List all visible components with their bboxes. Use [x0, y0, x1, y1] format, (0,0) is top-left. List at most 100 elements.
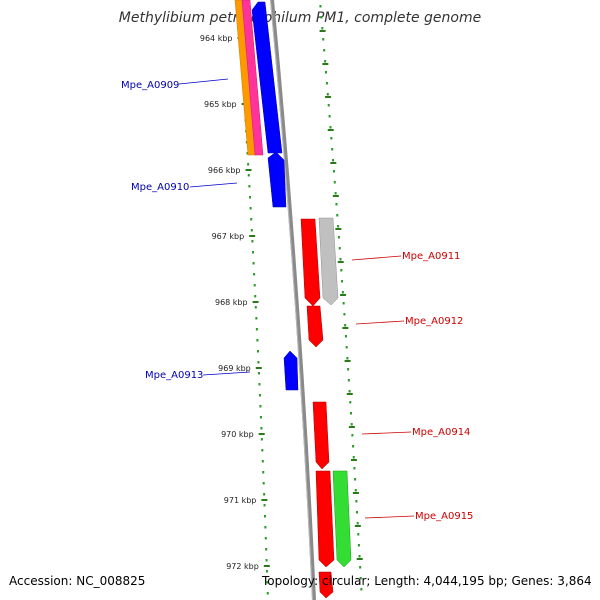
tick-mark — [252, 301, 259, 303]
guide-dot — [359, 577, 362, 580]
tick-mark — [335, 228, 342, 230]
guide-dot — [333, 181, 336, 184]
gene-feature-pink[interactable] — [241, 0, 264, 156]
gene-label-mpe-a0913[interactable]: Mpe_A0913 — [145, 370, 203, 381]
guide-dot — [357, 544, 360, 547]
guide-dot — [357, 533, 360, 536]
guide-dot — [321, 27, 324, 30]
genome-backbone-shade — [270, 0, 313, 600]
guide-dot — [258, 383, 261, 386]
gene-label-mpe-a0912[interactable]: Mpe_A0912 — [405, 316, 463, 327]
topology-text: Topology: circular; Length: 4,044,195 bp… — [262, 574, 592, 588]
guide-dot — [264, 537, 267, 540]
guide-dot — [339, 258, 342, 261]
guide-dot — [262, 471, 265, 474]
gene-label-mpe-a0909[interactable]: Mpe_A0909 — [121, 80, 179, 91]
guide-dot — [331, 148, 334, 151]
guide-dot — [263, 504, 266, 507]
gene-feature-mpe-a0914[interactable] — [312, 401, 330, 470]
guide-dot — [248, 196, 251, 199]
guide-dot — [356, 522, 359, 525]
guide-dot — [261, 449, 264, 452]
leader-line-mpe-a0911 — [351, 255, 402, 261]
leader-line-mpe-a0915 — [364, 515, 415, 519]
tick-mark — [346, 393, 353, 395]
guide-dot — [326, 93, 329, 96]
guide-dot — [332, 170, 335, 173]
tick-mark — [319, 30, 326, 32]
guide-dot — [354, 489, 357, 492]
guide-dot — [323, 49, 326, 52]
tick-label: 967 kbp — [212, 232, 245, 241]
tick-label: 966 kbp — [208, 166, 241, 175]
leader-line-mpe-a0909 — [178, 78, 229, 85]
guide-dot — [249, 207, 252, 210]
guide-dot — [250, 218, 253, 221]
tick-label: 972 kbp — [226, 562, 259, 571]
guide-dot — [346, 357, 349, 360]
genome-backbone — [270, 0, 316, 600]
guide-dot — [265, 548, 268, 551]
forward-strand-features — [300, 217, 352, 599]
tick-label: 964 kbp — [200, 34, 233, 43]
leader-line-mpe-a0914 — [361, 431, 412, 435]
tick-mark — [352, 492, 359, 494]
guide-dot — [252, 262, 255, 265]
gene-feature-mpe-a0915[interactable] — [315, 470, 335, 568]
tick-mark — [342, 327, 349, 329]
guide-dot — [338, 247, 341, 250]
guide-dot — [350, 423, 353, 426]
tick-label: 969 kbp — [218, 364, 251, 373]
gene-label-mpe-a0911[interactable]: Mpe_A0911 — [402, 251, 460, 262]
guide-dot — [325, 82, 328, 85]
gene-labels: Mpe_A0909 Mpe_A0910 Mpe_A0911 Mpe_A0912 … — [121, 78, 473, 522]
guide-dot — [329, 126, 332, 129]
guide-dot — [356, 511, 359, 514]
tick-mark — [325, 96, 332, 98]
guide-dot — [266, 581, 269, 584]
guide-dot — [263, 493, 266, 496]
gene-label-mpe-a0910[interactable]: Mpe_A0910 — [131, 182, 189, 193]
gene-label-mpe-a0915[interactable]: Mpe_A0915 — [415, 511, 473, 522]
gene-feature-grey[interactable] — [318, 217, 339, 306]
tick-mark — [348, 426, 355, 428]
guide-dot — [251, 251, 254, 254]
guide-dot — [343, 313, 346, 316]
guide-dot — [347, 379, 350, 382]
guide-dot — [324, 60, 327, 63]
guide-dot — [327, 104, 330, 107]
gene-feature-mpe-a0909[interactable] — [251, 1, 283, 154]
guide-dot — [337, 225, 340, 228]
gene-feature-mpe-a0913[interactable] — [283, 350, 299, 391]
guide-dot — [266, 592, 269, 595]
gene-feature-mpe-a0910[interactable] — [267, 151, 287, 208]
guide-dot — [340, 269, 343, 272]
tick-mark — [340, 294, 347, 296]
gene-feature-mpe-a0911[interactable] — [300, 218, 321, 307]
gene-label-mpe-a0914[interactable]: Mpe_A0914 — [412, 427, 470, 438]
guide-dot — [332, 159, 335, 162]
guide-dot — [257, 372, 260, 375]
tick-mark — [337, 261, 344, 263]
guide-dot — [258, 394, 261, 397]
leader-line-mpe-a0910 — [189, 182, 238, 188]
guide-dot — [319, 5, 322, 8]
gene-feature-mpe-a0912[interactable] — [306, 305, 324, 348]
gene-feature-bottom[interactable] — [318, 571, 334, 599]
guide-dot — [248, 185, 251, 188]
guide-dot — [328, 115, 331, 118]
guide-dot — [358, 555, 361, 558]
tick-mark — [258, 433, 265, 435]
guide-dot — [259, 405, 262, 408]
guide-dot — [254, 295, 257, 298]
guide-dot — [255, 317, 258, 320]
guide-dot — [255, 328, 258, 331]
guide-dot — [352, 445, 355, 448]
guide-dot — [247, 174, 250, 177]
gene-feature-green[interactable] — [332, 470, 352, 568]
guide-dot — [359, 566, 362, 569]
guide-dot — [320, 16, 323, 19]
guide-dot — [352, 456, 355, 459]
guide-dot — [341, 291, 344, 294]
